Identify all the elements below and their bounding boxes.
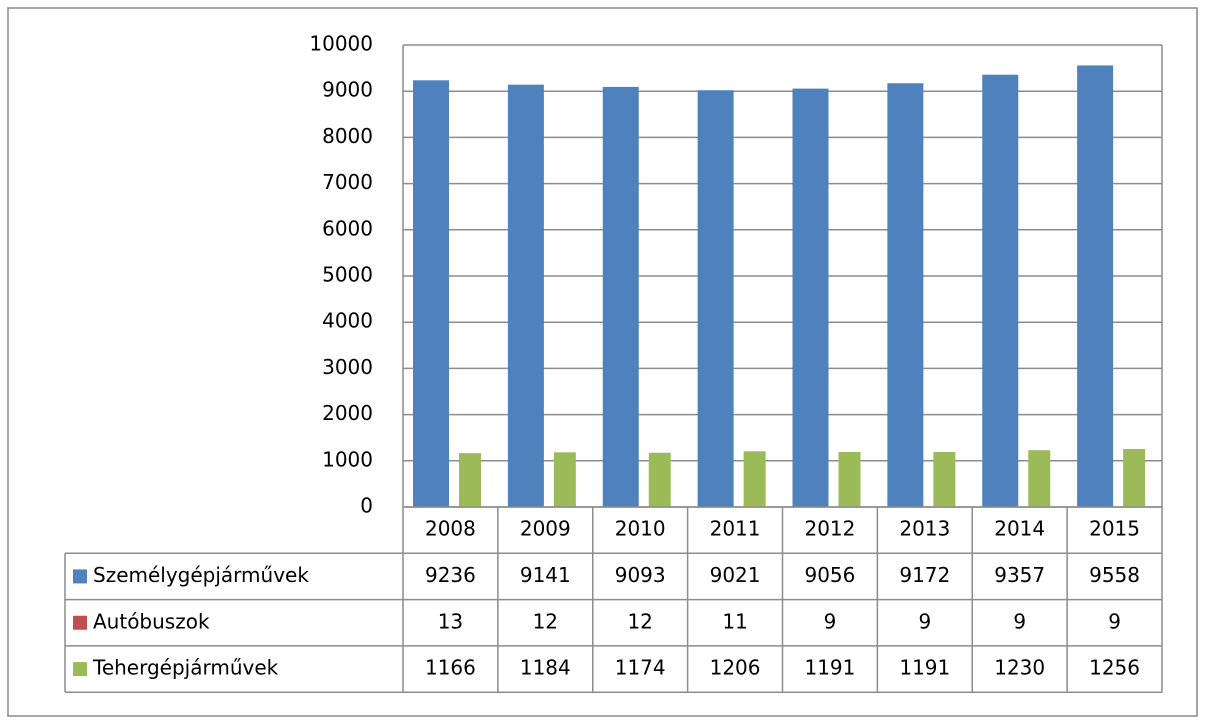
- table-value: 1230: [994, 656, 1045, 680]
- y-tick-label: 3000: [322, 355, 373, 379]
- table-value: 9141: [520, 563, 571, 587]
- table-value: 9: [918, 609, 931, 633]
- table-value: 9: [1108, 609, 1121, 633]
- table-value: 9021: [710, 563, 761, 587]
- x-tick-label: 2009: [520, 517, 571, 541]
- table-value: 9172: [899, 563, 950, 587]
- bar: [1077, 65, 1113, 507]
- legend-label: Autóbuszok: [93, 609, 210, 633]
- bar: [649, 453, 671, 507]
- x-tick-label: 2011: [710, 517, 761, 541]
- bar: [508, 85, 544, 507]
- table-value: 12: [627, 609, 652, 633]
- table-value: 1191: [804, 656, 855, 680]
- y-tick-label: 4000: [322, 309, 373, 333]
- bar: [698, 90, 734, 507]
- y-tick-label: 6000: [322, 216, 373, 240]
- table-value: 9: [1013, 609, 1026, 633]
- bar: [1028, 450, 1050, 507]
- table-value: 9093: [615, 563, 666, 587]
- x-tick-label: 2013: [899, 517, 950, 541]
- table-value: 1206: [710, 656, 761, 680]
- table-value: 13: [438, 609, 463, 633]
- table-value: 9056: [804, 563, 855, 587]
- x-tick-label: 2008: [425, 517, 476, 541]
- bar: [933, 452, 955, 507]
- bar: [793, 89, 829, 507]
- legend-label: Tehergépjárművek: [92, 656, 279, 680]
- legend-marker: [73, 569, 87, 583]
- legend-label: Személygépjárművek: [93, 563, 309, 587]
- table-value: 12: [533, 609, 558, 633]
- table-value: 1174: [615, 656, 666, 680]
- table-value: 1191: [899, 656, 950, 680]
- bar: [413, 80, 449, 507]
- table-value: 1256: [1089, 656, 1140, 680]
- table-value: 9558: [1089, 563, 1140, 587]
- bar: [554, 452, 576, 507]
- bar: [1123, 449, 1145, 507]
- legend-marker: [73, 662, 87, 676]
- y-tick-label: 5000: [322, 263, 373, 287]
- legend-marker: [73, 616, 87, 630]
- bar: [603, 87, 639, 507]
- y-tick-label: 1000: [322, 447, 373, 471]
- y-tick-label: 7000: [322, 170, 373, 194]
- x-tick-label: 2015: [1089, 517, 1140, 541]
- table-value: 11: [722, 609, 747, 633]
- x-tick-label: 2010: [615, 517, 666, 541]
- table-value: 9236: [425, 563, 476, 587]
- bar: [982, 75, 1018, 507]
- x-tick-label: 2014: [994, 517, 1045, 541]
- bar: [887, 83, 923, 507]
- table-value: 1184: [520, 656, 571, 680]
- bar: [459, 453, 481, 507]
- y-tick-label: 2000: [322, 401, 373, 425]
- x-tick-label: 2012: [804, 517, 855, 541]
- bar: [839, 452, 861, 507]
- table-value: 9: [824, 609, 837, 633]
- table-value: 1166: [425, 656, 476, 680]
- y-tick-label: 9000: [322, 78, 373, 102]
- y-tick-label: 8000: [322, 124, 373, 148]
- y-tick-label: 10000: [309, 32, 373, 56]
- y-tick-label: 0: [360, 494, 373, 518]
- table-value: 9357: [994, 563, 1045, 587]
- bar: [744, 451, 766, 507]
